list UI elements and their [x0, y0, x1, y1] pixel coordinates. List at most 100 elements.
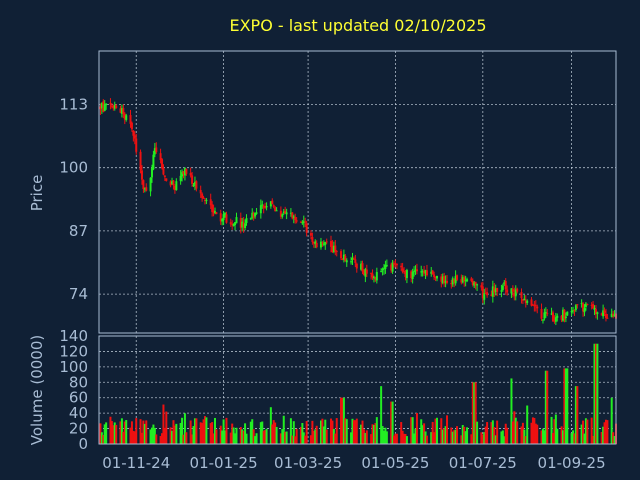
candle-body [201, 193, 204, 198]
candle-body [192, 184, 195, 186]
volume-bar [112, 425, 115, 444]
volume-bar [415, 413, 418, 444]
candle-body [331, 245, 334, 253]
volume-bar [155, 434, 158, 444]
volume-bar [231, 423, 234, 444]
candle-body [500, 290, 503, 292]
volume-bar [556, 428, 559, 444]
candle-body [573, 310, 576, 312]
price-axis-label: Price [28, 175, 46, 212]
candle-body [212, 210, 215, 213]
volume-bar [239, 427, 242, 444]
candle-body [454, 276, 457, 284]
volume-bar [275, 426, 278, 444]
volume-bar [404, 433, 407, 444]
candle-body [372, 276, 375, 279]
volume-bar [99, 423, 102, 444]
volume-bar [161, 433, 164, 444]
volume-bar [486, 422, 489, 444]
volume-bar [461, 425, 464, 444]
candle-body [110, 105, 113, 107]
candle-body [143, 188, 146, 190]
candle-body [103, 104, 106, 111]
candle-body [175, 181, 178, 191]
volume-bar [566, 368, 569, 444]
volume-bar [340, 397, 343, 444]
candle-body [491, 286, 494, 297]
candle-body [430, 271, 433, 274]
candle-body [411, 271, 414, 280]
volume-bar [424, 431, 427, 444]
candle-body [514, 289, 517, 297]
candle-body [374, 277, 377, 280]
volume-bar [305, 421, 308, 444]
candle-body [446, 280, 449, 283]
candle-body [345, 260, 348, 263]
candle-body [440, 276, 443, 282]
candle-body [183, 167, 186, 176]
candle-body [344, 255, 347, 262]
volume-bar [222, 419, 225, 444]
candle-body [244, 223, 247, 229]
volume-bar [453, 430, 456, 444]
candle-body [219, 213, 222, 222]
candle-body [140, 170, 143, 180]
volume-bar [374, 423, 377, 444]
candle-body [182, 171, 185, 175]
volume-bar [192, 426, 195, 444]
volume-bar [105, 422, 108, 444]
volume-bar [145, 420, 148, 444]
volume-bar [285, 431, 288, 444]
volume-bar [203, 416, 206, 444]
candle-body [541, 319, 544, 321]
candle-body [360, 263, 363, 270]
volume-grid [99, 336, 616, 444]
volume-bar [314, 429, 317, 444]
volume-bar [232, 427, 235, 444]
volume-bar [100, 432, 103, 444]
candle-body [493, 287, 496, 293]
candle-body [355, 263, 358, 269]
volume-bar [451, 431, 454, 444]
candle-body [312, 241, 315, 244]
candle-body [109, 102, 112, 105]
volume-bar [523, 429, 526, 444]
volume-bar [282, 415, 285, 444]
price-tick-label: 74 [69, 285, 88, 303]
candle-body [584, 303, 587, 307]
candle-body [523, 298, 526, 301]
volume-bar [122, 431, 125, 444]
volume-bar [431, 421, 434, 444]
volume-bar [400, 422, 403, 444]
volume-bar [443, 428, 446, 444]
candle-body [494, 288, 497, 293]
volume-bar [583, 433, 586, 444]
volume-bar [413, 433, 416, 444]
volume-bar [153, 427, 156, 444]
candle-body [554, 317, 557, 322]
candle-body [241, 221, 244, 228]
candle-body [370, 272, 373, 274]
volume-bar [289, 418, 292, 444]
volume-tick-label: 20 [69, 420, 88, 438]
candle-body [149, 177, 152, 192]
candle-body [272, 205, 275, 207]
candle-body [261, 204, 264, 206]
candle-body [566, 311, 569, 316]
volume-bar [493, 427, 496, 444]
volume-bar [531, 417, 534, 444]
volume-bar [423, 423, 426, 444]
candle-body [309, 233, 312, 236]
candle-body [501, 285, 504, 290]
volume-tick-label: 80 [69, 373, 88, 391]
candle-body [612, 313, 615, 316]
volume-bar [163, 427, 166, 444]
volume-bar [259, 422, 262, 444]
volume-bar [171, 430, 174, 444]
volume-bar [500, 431, 503, 444]
volume-bar [331, 420, 334, 444]
volume-tick-label: 0 [78, 435, 88, 453]
volume-bar [603, 422, 606, 444]
candle-body [431, 270, 434, 275]
candle-body [393, 263, 396, 265]
